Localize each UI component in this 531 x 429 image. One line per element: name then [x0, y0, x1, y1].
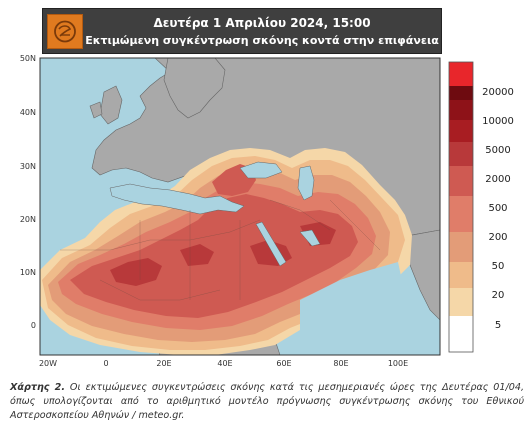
lat-label-50n: 50N: [20, 54, 36, 63]
lon-label-60e: 60E: [276, 359, 291, 368]
country-borders: [60, 199, 381, 301]
legend-label-5000: 5000: [485, 145, 510, 156]
legend-label-50: 50: [492, 261, 505, 272]
legend-swatch-200: [449, 196, 473, 232]
figure-caption: Χάρτης 2. Οι εκτιμώμενες συγκεντρώσεις σ…: [10, 381, 524, 423]
legend-swatch-20000: [449, 86, 473, 100]
caption-text: Οι εκτιμώμενες συγκεντρώσεις σκόνης κατά…: [10, 382, 524, 421]
legend-swatch-10000: [449, 100, 473, 120]
lon-label-40e: 40E: [217, 359, 232, 368]
legend-label-2000: 2000: [485, 174, 510, 185]
legend-label-5: 5: [495, 320, 501, 331]
lon-label-20e: 20E: [156, 359, 171, 368]
dust-map: 50N 40N 30N 20N 10N 0 20W 0 20E 40E 60E …: [20, 54, 514, 368]
legend-label-10000: 10000: [482, 116, 514, 127]
lon-label-80e: 80E: [333, 359, 348, 368]
legend-swatch-500: [449, 166, 473, 196]
lat-label-10n: 10N: [20, 268, 36, 277]
map-border: [39, 57, 441, 356]
caption-label: Χάρτης 2.: [10, 382, 65, 393]
lat-label-30n: 30N: [20, 162, 36, 171]
legend-label-200: 200: [488, 232, 507, 243]
meteo-logo-icon: [47, 14, 83, 49]
lat-label-20n: 20N: [20, 215, 36, 224]
lon-label-20w: 20W: [39, 359, 57, 368]
legend-label-500: 500: [488, 203, 507, 214]
scandinavia-land: [163, 58, 226, 119]
dust-layer-500: [70, 194, 358, 318]
arabian-sea: [300, 262, 404, 355]
legend-swatch-5000: [449, 120, 473, 142]
legend-swatch-top: [449, 62, 473, 86]
red-sea: [255, 221, 287, 267]
dust-layer-2000-d: [180, 244, 214, 266]
caspian-sea: [297, 165, 315, 201]
legend-swatch-50: [449, 232, 473, 262]
legend-label-20000: 20000: [482, 87, 514, 98]
mediterranean-sea: [109, 183, 245, 215]
lat-label-0: 0: [31, 321, 36, 330]
header-title: Εκτιμώμενη συγκέντρωση σκόνης κοντά στην…: [85, 34, 439, 47]
legend-swatch-0: [449, 316, 473, 352]
lon-label-0: 0: [103, 359, 108, 368]
legend-colorbar: [448, 61, 474, 353]
legend-swatch-2000: [449, 142, 473, 166]
lon-label-100e: 100E: [388, 359, 408, 368]
lat-label-40n: 40N: [20, 108, 36, 117]
header-date: Δευτέρα 1 Απριλίου 2024, 15:00: [153, 16, 371, 30]
dust-layer-2000-a: [110, 258, 162, 286]
black-sea: [239, 161, 283, 179]
map-header: Δευτέρα 1 Απριλίου 2024, 15:00 Εκτιμώμεν…: [42, 8, 442, 54]
legend-label-20: 20: [492, 290, 505, 301]
legend-swatch-20: [449, 262, 473, 288]
persian-gulf: [299, 229, 321, 247]
ireland-land: [89, 101, 103, 119]
legend-swatch-5: [449, 288, 473, 316]
